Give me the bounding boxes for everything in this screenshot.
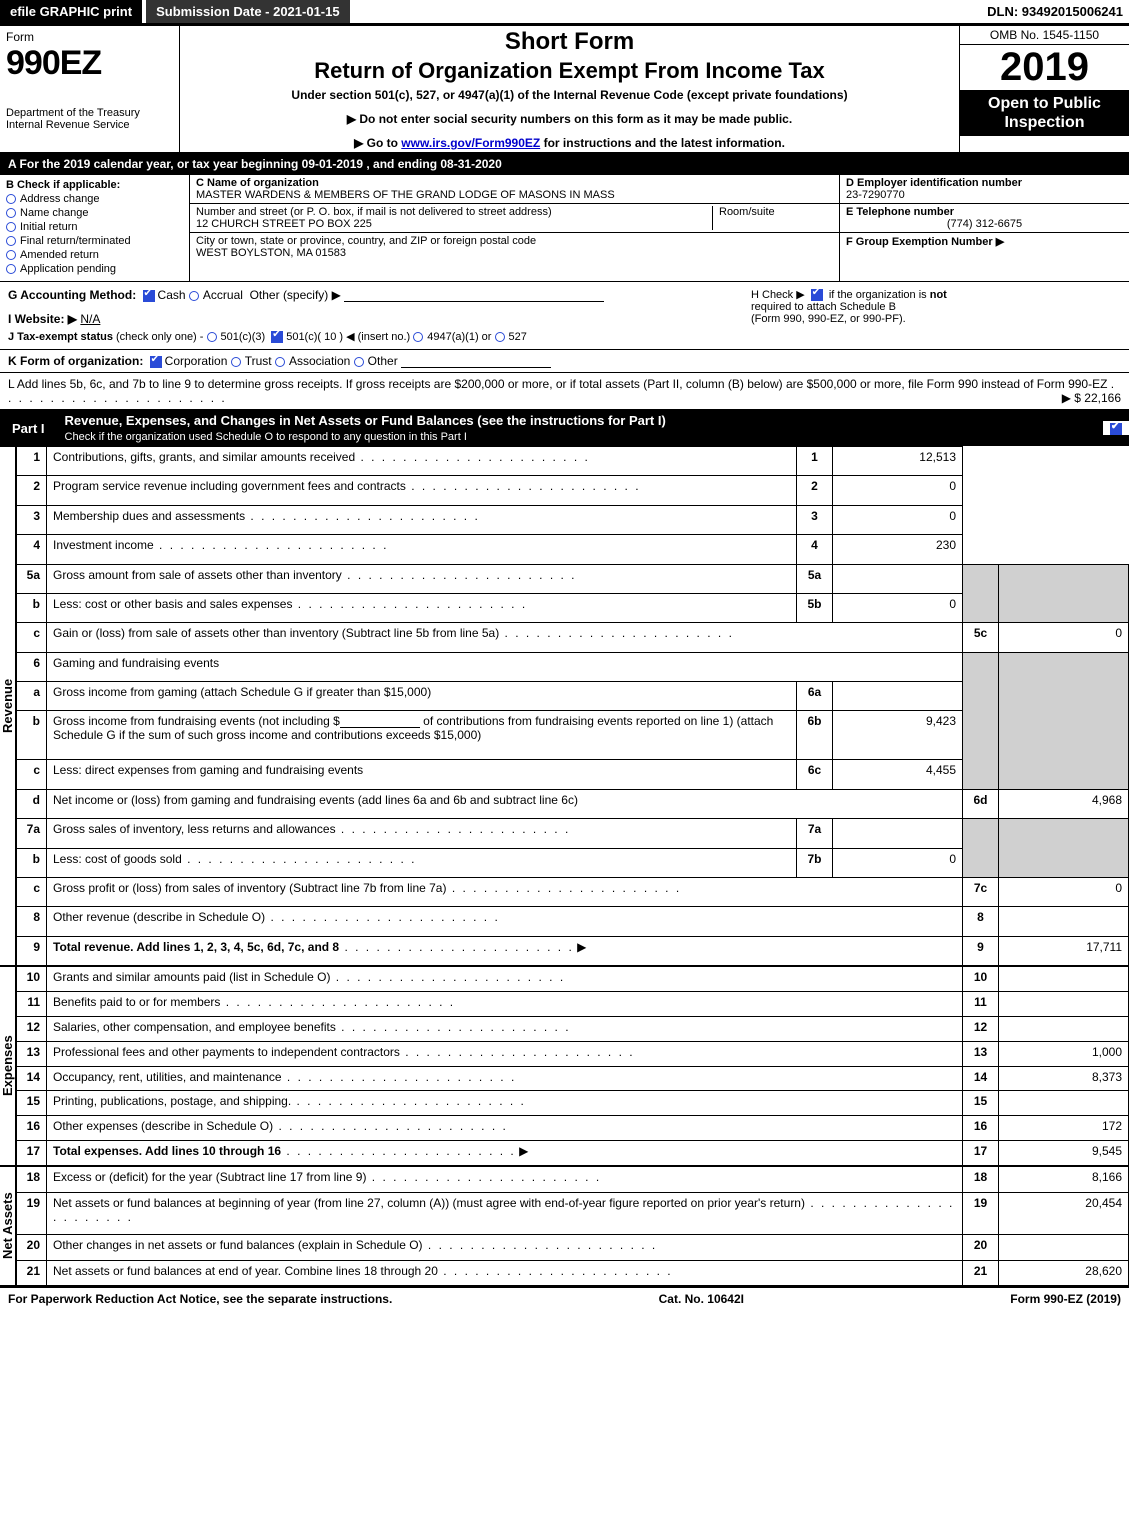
row-k: K Form of organization: Corporation Trus… [0, 350, 1129, 373]
other-specify-label: Other (specify) ▶ [250, 288, 341, 302]
netassets-table: 18Excess or (deficit) for the year (Subt… [16, 1166, 1129, 1286]
l-text: L Add lines 5b, 6c, and 7b to line 9 to … [8, 377, 1107, 391]
efile-print-button[interactable]: efile GRAPHIC print [0, 0, 142, 23]
k-label: K Form of organization: [8, 354, 143, 368]
room-suite-label: Room/suite [713, 206, 833, 230]
chk-amended-return[interactable]: Amended return [6, 249, 183, 261]
chk-h[interactable] [811, 289, 823, 301]
accrual-label: Accrual [203, 288, 243, 302]
revenue-side-label: Revenue [0, 446, 16, 966]
chk-527[interactable] [495, 332, 505, 342]
return-title: Return of Organization Exempt From Incom… [188, 58, 951, 84]
short-form-title: Short Form [188, 28, 951, 56]
chk-association[interactable] [275, 357, 285, 367]
ein-value: 23-7290770 [846, 189, 905, 201]
city-label: City or town, state or province, country… [196, 235, 536, 247]
footer-left: For Paperwork Reduction Act Notice, see … [8, 1292, 392, 1306]
chk-application-pending[interactable]: Application pending [6, 263, 183, 275]
street-address: 12 CHURCH STREET PO BOX 225 [196, 218, 372, 230]
footer-catno: Cat. No. 10642I [659, 1292, 744, 1306]
j-label: J Tax-exempt status [8, 331, 113, 343]
section-b-block: B Check if applicable: Address change Na… [0, 175, 1129, 282]
chk-trust[interactable] [231, 357, 241, 367]
chk-501c3[interactable] [207, 332, 217, 342]
i-label: I Website: ▶ [8, 312, 77, 326]
netassets-side-label: Net Assets [0, 1166, 16, 1286]
org-name: MASTER WARDENS & MEMBERS OF THE GRAND LO… [196, 189, 615, 201]
chk-501c[interactable] [271, 331, 283, 343]
footer-formref: Form 990-EZ (2019) [1010, 1292, 1121, 1306]
revenue-table: 1Contributions, gifts, grants, and simil… [16, 446, 1129, 966]
b-label: B Check if applicable: [6, 179, 183, 191]
h-check-label: H Check ▶ [751, 289, 805, 301]
form-number: 990EZ [6, 44, 173, 83]
chk-other-org[interactable] [354, 357, 364, 367]
form-header: Form 990EZ Department of the Treasury In… [0, 26, 1129, 154]
tax-year: 2019 [960, 45, 1129, 90]
chk-name-change[interactable]: Name change [6, 207, 183, 219]
chk-corporation[interactable] [150, 356, 162, 368]
under-section-text: Under section 501(c), 527, or 4947(a)(1)… [188, 88, 951, 102]
website-value: N/A [80, 312, 100, 326]
chk-accrual[interactable] [189, 291, 199, 301]
expenses-table: 10Grants and similar amounts paid (list … [16, 966, 1129, 1166]
expenses-side-label: Expenses [0, 966, 16, 1166]
chk-schedule-o[interactable] [1103, 421, 1129, 435]
chk-cash[interactable] [143, 290, 155, 302]
row-g: G Accounting Method: Cash Accrual Other … [0, 282, 1129, 350]
c-label: C Name of organization [196, 177, 319, 189]
d-label: D Employer identification number [846, 177, 1022, 189]
chk-address-change[interactable]: Address change [6, 193, 183, 205]
part1-subtitle: Check if the organization used Schedule … [65, 431, 467, 443]
e-label: E Telephone number [846, 206, 954, 218]
irs-link[interactable]: www.irs.gov/Form990EZ [401, 136, 540, 150]
omb-number: OMB No. 1545-1150 [960, 26, 1129, 45]
street-label: Number and street (or P. O. box, if mail… [196, 206, 552, 218]
goto-pre: ▶ Go to [354, 136, 401, 150]
phone-value: (774) 312-6675 [846, 218, 1123, 230]
g-label: G Accounting Method: [8, 288, 136, 302]
chk-final-return[interactable]: Final return/terminated [6, 235, 183, 247]
irs-label: Internal Revenue Service [6, 119, 173, 131]
h-block: H Check ▶ if the organization is not req… [751, 288, 1121, 325]
part1-header: Part I Revenue, Expenses, and Changes in… [0, 410, 1129, 446]
f-label: F Group Exemption Number ▶ [846, 236, 1004, 248]
l-gross-receipts: ▶ $ 22,166 [1062, 391, 1121, 405]
chk-initial-return[interactable]: Initial return [6, 221, 183, 233]
form-label: Form [6, 30, 173, 44]
tax-year-line: A For the 2019 calendar year, or tax yea… [0, 154, 1129, 175]
cash-label: Cash [158, 288, 186, 302]
dln-text: DLN: 93492015006241 [987, 4, 1129, 19]
part1-box: Part I [0, 418, 57, 439]
goto-post: for instructions and the latest informat… [540, 136, 785, 150]
dept-treasury: Department of the Treasury [6, 107, 173, 119]
city-state-zip: WEST BOYLSTON, MA 01583 [196, 247, 346, 259]
ssn-warning: ▶ Do not enter social security numbers o… [188, 112, 951, 126]
submission-date-button[interactable]: Submission Date - 2021-01-15 [146, 0, 350, 23]
part1-title: Revenue, Expenses, and Changes in Net As… [65, 413, 666, 428]
open-public-badge: Open to Public Inspection [960, 90, 1129, 136]
chk-4947[interactable] [413, 332, 423, 342]
row-l: L Add lines 5b, 6c, and 7b to line 9 to … [0, 373, 1129, 410]
topbar: efile GRAPHIC print Submission Date - 20… [0, 0, 1129, 26]
footer: For Paperwork Reduction Act Notice, see … [0, 1286, 1129, 1310]
goto-note: ▶ Go to www.irs.gov/Form990EZ for instru… [188, 136, 951, 150]
